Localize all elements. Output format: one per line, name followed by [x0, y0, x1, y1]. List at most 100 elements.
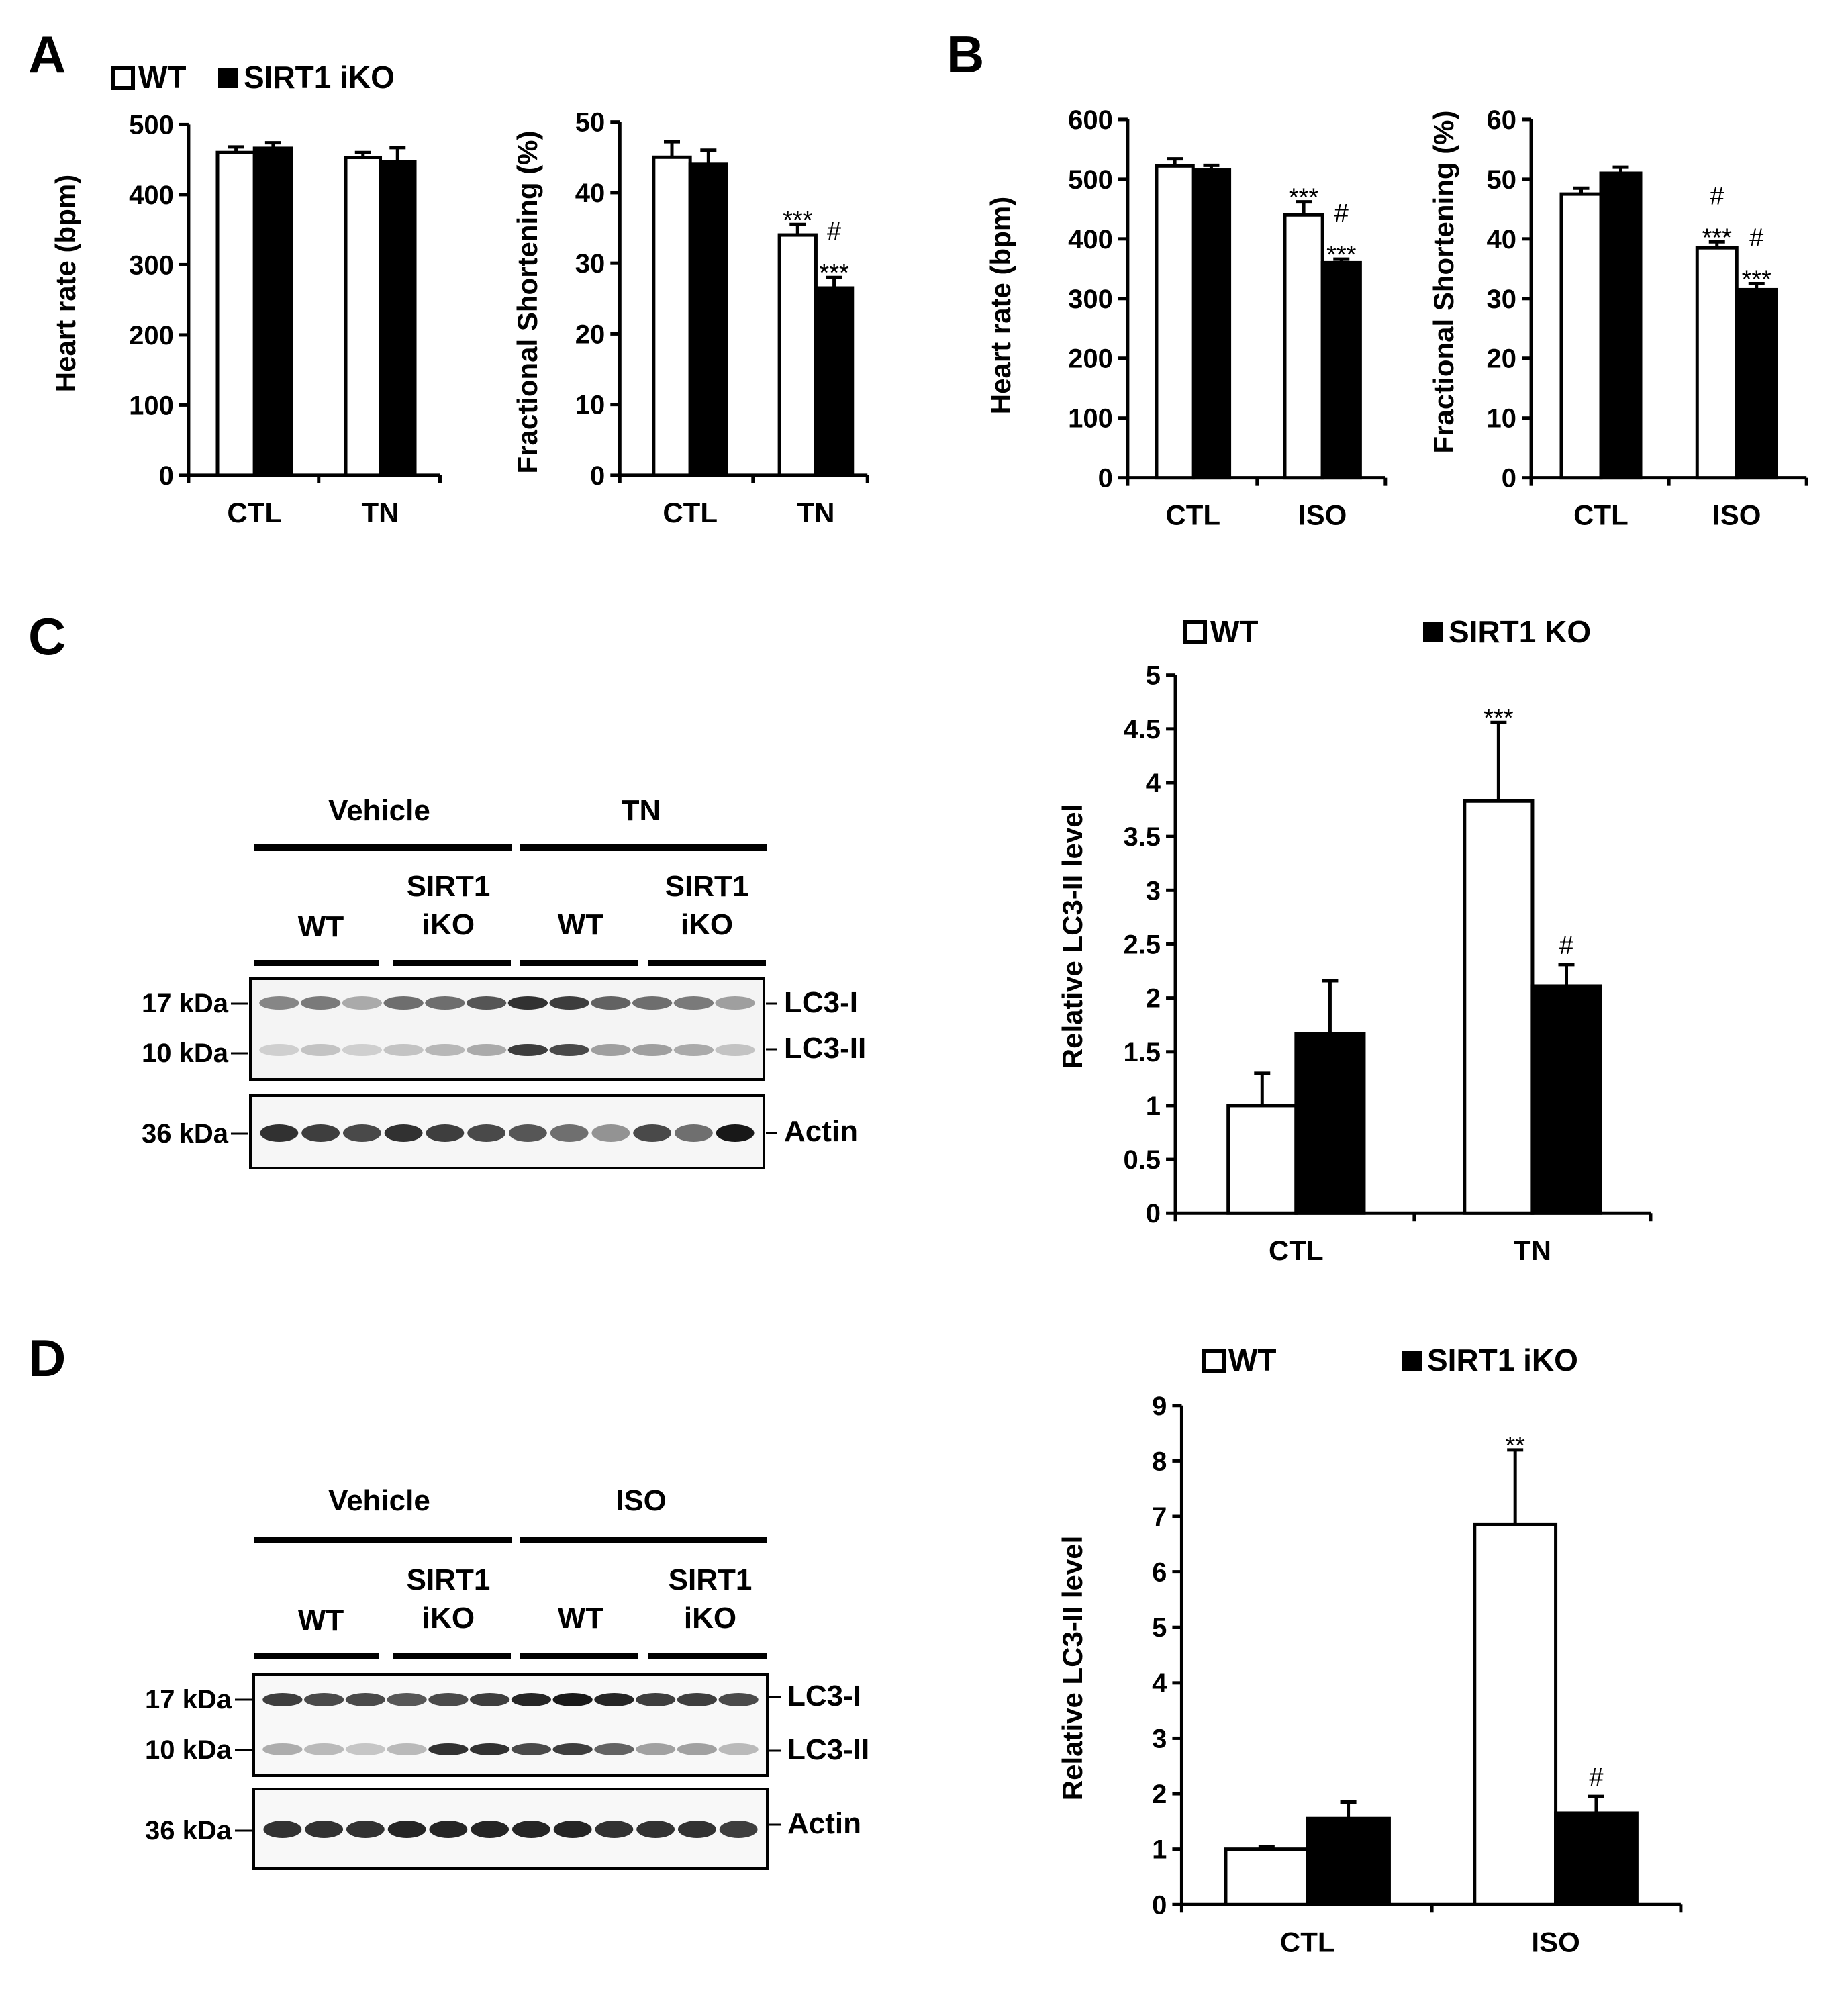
- y-tick-label: 3.5: [1123, 822, 1161, 852]
- bar-wt: [1695, 246, 1739, 480]
- y-tick-label: 300: [1068, 285, 1113, 314]
- y-tick-label: 40: [1487, 225, 1517, 254]
- blot-genotype-line: [393, 960, 511, 966]
- significance-marker: #: [1559, 932, 1573, 960]
- band-lc3-i: [342, 996, 383, 1010]
- band-actin: [387, 1821, 426, 1838]
- band-lc3-i: [425, 996, 465, 1010]
- band-actin: [346, 1821, 385, 1838]
- bar-ko: [1306, 1816, 1391, 1906]
- band-lc3-i: [300, 996, 341, 1010]
- band-lc3-i: [715, 996, 755, 1010]
- significance-marker: ***: [819, 259, 849, 287]
- y-tick-label: 60: [1487, 105, 1517, 135]
- x-category-label: ISO: [1712, 499, 1761, 531]
- panel-letter-a: A: [28, 25, 66, 84]
- significance-marker: ***: [783, 206, 813, 234]
- band-actin: [301, 1124, 340, 1142]
- bar-wt: [777, 233, 818, 477]
- significance-marker: #: [1710, 182, 1724, 210]
- blot-genotype-line: [648, 960, 766, 966]
- y-tick-label: 100: [129, 391, 174, 420]
- band-label: LC3-II: [784, 1032, 866, 1065]
- blot-group-label: TN: [622, 794, 661, 827]
- band-lc3-ii: [262, 1743, 303, 1755]
- band-lc3-i: [259, 996, 299, 1010]
- a-fs-ylabel: Fractional Shortening (%): [512, 130, 543, 473]
- blot-group-line: [254, 1537, 512, 1543]
- band-lc3-i: [673, 996, 714, 1010]
- y-tick-label: 3: [1152, 1724, 1167, 1753]
- band-label: Actin: [787, 1807, 861, 1840]
- blot-group-line: [254, 844, 512, 851]
- y-tick-label: 3: [1146, 876, 1161, 906]
- y-tick-label: 5: [1146, 661, 1161, 691]
- band-lc3-ii: [677, 1743, 718, 1755]
- legend-c: WT SIRT1 KO: [1183, 614, 1591, 649]
- y-tick-label: 4: [1146, 769, 1161, 798]
- band-lc3-ii: [342, 1044, 383, 1056]
- mw-marker: 10 kDa: [145, 1735, 232, 1765]
- y-tick-label: 2: [1146, 984, 1161, 1014]
- y-tick-label: 100: [1068, 404, 1113, 434]
- bar-ko: [1735, 287, 1778, 480]
- legend-wt-label: WT: [1228, 1343, 1277, 1377]
- band-lc3-ii: [469, 1743, 510, 1755]
- blot-genotype-ko-line1: SIRT1: [407, 1563, 491, 1596]
- y-tick-label: 4.5: [1123, 715, 1161, 744]
- western-blot-c: Vehicle TN WT SIRT1 iKO WT SIRT1 iKO 17 …: [142, 794, 866, 1169]
- mw-marker: 17 kDa: [145, 1685, 232, 1714]
- band-actin: [553, 1821, 592, 1838]
- band-lc3-i: [507, 996, 548, 1010]
- bar-ko: [814, 286, 855, 477]
- band-actin: [677, 1821, 716, 1838]
- band-actin: [512, 1821, 550, 1838]
- x-category-label: CTL: [663, 497, 718, 528]
- blot-genotype-wt: WT: [298, 1604, 344, 1637]
- blot-genotype-line: [254, 960, 379, 966]
- mw-marker: 10 kDa: [142, 1038, 229, 1068]
- band-lc3-ii: [549, 1044, 589, 1056]
- y-tick-label: 40: [575, 179, 605, 208]
- blot-genotype-ko-line1: SIRT1: [407, 870, 491, 903]
- y-tick-label: 1: [1146, 1091, 1161, 1121]
- band-lc3-i: [303, 1693, 344, 1706]
- legend-ko-label: SIRT1 KO: [1449, 614, 1591, 649]
- y-tick-label: 10: [575, 391, 605, 420]
- y-tick-label: 4: [1152, 1669, 1167, 1698]
- blot-genotype-ko-line2: iKO: [684, 1602, 736, 1635]
- band-actin: [719, 1821, 758, 1838]
- band-lc3-ii: [632, 1044, 673, 1056]
- band-lc3-ii: [552, 1743, 593, 1755]
- y-tick-label: 0: [1502, 464, 1516, 493]
- band-lc3-i: [466, 996, 507, 1010]
- band-actin: [384, 1124, 423, 1142]
- y-tick-label: 9: [1152, 1392, 1167, 1421]
- band-actin: [591, 1124, 630, 1142]
- band-actin: [426, 1124, 465, 1142]
- bar-ko: [1554, 1811, 1639, 1906]
- c-ylabel: Relative LC3-II level: [1057, 804, 1088, 1069]
- bar-ko: [1530, 984, 1602, 1215]
- panel-letter-c: C: [28, 607, 66, 666]
- significance-marker: ***: [1326, 241, 1357, 269]
- legend-ko-label: SIRT1 iKO: [1427, 1343, 1578, 1377]
- bar-wt: [1226, 1104, 1298, 1215]
- b-fs-ylabel: Fractional Shortening (%): [1428, 110, 1459, 453]
- chart-b-fractional-shortening: 0 10 20 30 40 50 60 CTL ISO *** # *** #: [1487, 105, 1808, 531]
- mw-marker: 36 kDa: [145, 1816, 232, 1845]
- band-label: LC3-II: [787, 1733, 869, 1766]
- y-tick-label: 2.5: [1123, 930, 1161, 959]
- chart-c-lc3: 0 0.5 1 1.5 2 2.5 3 3.5 4 4.5 5 CTL TN *** #: [1123, 661, 1653, 1266]
- y-tick-label: 5: [1152, 1613, 1167, 1643]
- chart-a-heart-rate: 0 100 200 300 400 500 CTL TN: [129, 110, 442, 528]
- band-lc3-i: [632, 996, 673, 1010]
- band-actin: [471, 1821, 509, 1838]
- y-tick-label: 400: [1068, 225, 1113, 254]
- b-hr-ylabel: Heart rate (bpm): [985, 197, 1016, 414]
- y-tick-label: 500: [1068, 165, 1113, 195]
- legend-a: WT SIRT1 iKO: [111, 60, 395, 95]
- bar-wt: [1473, 1522, 1558, 1906]
- blot-genotype-line: [520, 1653, 638, 1659]
